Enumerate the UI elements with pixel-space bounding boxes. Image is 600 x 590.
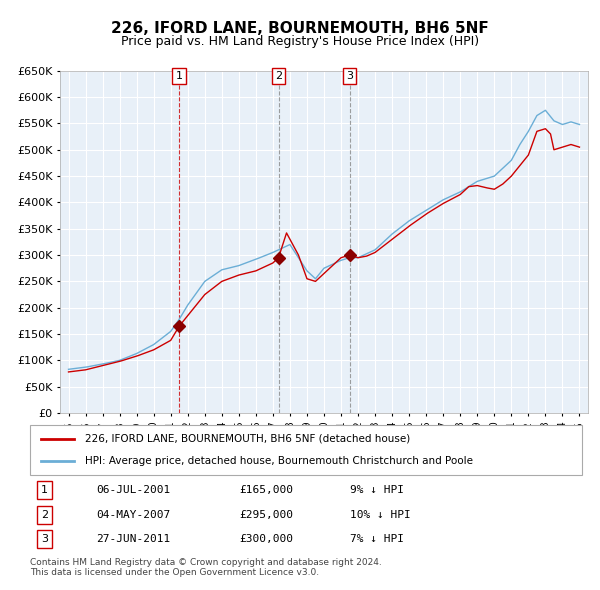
Text: £295,000: £295,000 <box>240 510 294 520</box>
Text: 9% ↓ HPI: 9% ↓ HPI <box>350 486 404 495</box>
Text: £165,000: £165,000 <box>240 486 294 495</box>
Text: This data is licensed under the Open Government Licence v3.0.: This data is licensed under the Open Gov… <box>30 568 319 576</box>
Text: 1: 1 <box>41 486 48 495</box>
Text: 3: 3 <box>41 535 48 545</box>
Text: Price paid vs. HM Land Registry's House Price Index (HPI): Price paid vs. HM Land Registry's House … <box>121 35 479 48</box>
Text: £300,000: £300,000 <box>240 535 294 545</box>
Text: 3: 3 <box>346 71 353 81</box>
Text: 27-JUN-2011: 27-JUN-2011 <box>96 535 170 545</box>
Text: 10% ↓ HPI: 10% ↓ HPI <box>350 510 411 520</box>
Text: 2: 2 <box>275 71 282 81</box>
Text: 2: 2 <box>41 510 48 520</box>
Text: Contains HM Land Registry data © Crown copyright and database right 2024.: Contains HM Land Registry data © Crown c… <box>30 558 382 566</box>
FancyBboxPatch shape <box>30 425 582 475</box>
Text: 1: 1 <box>176 71 183 81</box>
Text: 06-JUL-2001: 06-JUL-2001 <box>96 486 170 495</box>
Text: 04-MAY-2007: 04-MAY-2007 <box>96 510 170 520</box>
Text: 226, IFORD LANE, BOURNEMOUTH, BH6 5NF (detached house): 226, IFORD LANE, BOURNEMOUTH, BH6 5NF (d… <box>85 434 410 444</box>
Text: HPI: Average price, detached house, Bournemouth Christchurch and Poole: HPI: Average price, detached house, Bour… <box>85 456 473 466</box>
Text: 226, IFORD LANE, BOURNEMOUTH, BH6 5NF: 226, IFORD LANE, BOURNEMOUTH, BH6 5NF <box>111 21 489 35</box>
Text: 7% ↓ HPI: 7% ↓ HPI <box>350 535 404 545</box>
